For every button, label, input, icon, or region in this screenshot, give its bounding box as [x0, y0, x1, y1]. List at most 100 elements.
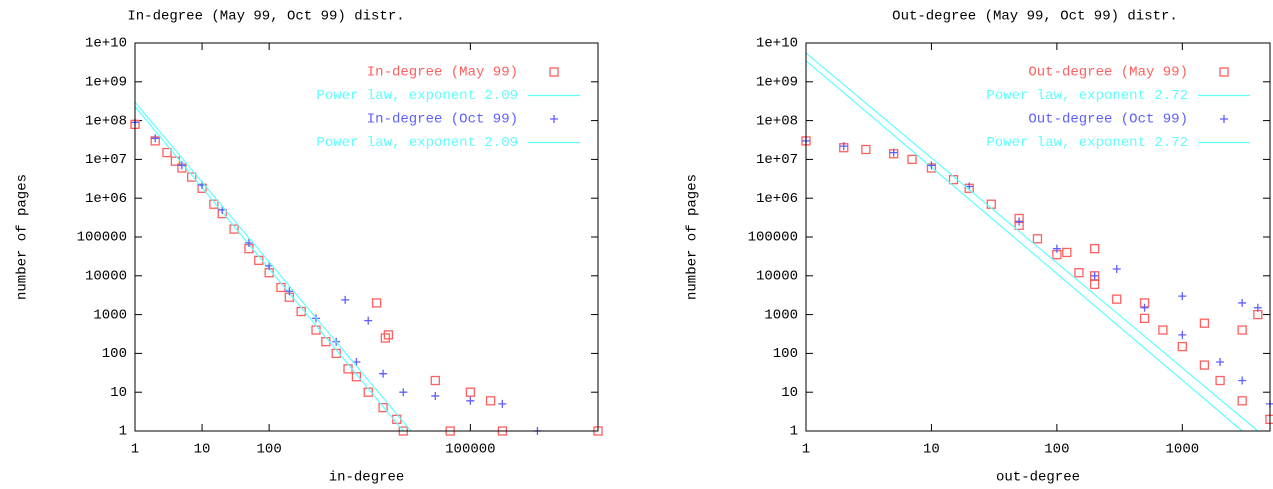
legend-label: Out-degree (Oct 99) — [1028, 112, 1188, 128]
point — [1090, 271, 1099, 280]
point — [1177, 341, 1187, 352]
x-tick-label: 1 — [802, 442, 810, 458]
power-law-line — [805, 52, 1259, 432]
point — [485, 396, 496, 406]
y-tick-label: 100 — [102, 346, 127, 362]
y-tick-label: 1e+10 — [85, 36, 127, 52]
x-axis-label: out-degree — [996, 470, 1080, 486]
point — [907, 154, 917, 165]
point — [1199, 360, 1210, 370]
legend-label: In-degree (Oct 99) — [367, 112, 518, 128]
y-tick-label: 10000 — [756, 269, 798, 285]
point — [351, 372, 362, 382]
point — [380, 333, 390, 343]
y-tick-label: 1e+09 — [85, 75, 127, 91]
x-tick-label: 10 — [194, 442, 211, 458]
point — [466, 396, 475, 405]
y-tick-label: 1e+06 — [85, 191, 127, 207]
point — [341, 295, 350, 304]
y-axis-label: number of pages — [15, 174, 31, 300]
point — [1253, 303, 1262, 312]
legend-marker — [550, 115, 558, 123]
point — [209, 199, 219, 209]
y-tick-label: 100000 — [748, 230, 798, 246]
y-tick-label: 1e+07 — [756, 152, 798, 168]
y-axis-label: number of pages — [685, 174, 701, 300]
point — [285, 287, 294, 296]
point — [229, 224, 239, 234]
y-tick-label: 1e+09 — [756, 75, 798, 91]
point — [431, 391, 440, 400]
point — [244, 239, 253, 248]
chart-title: In-degree (May 99, Oct 99) distr. — [127, 9, 404, 25]
point — [889, 148, 898, 157]
point — [1237, 325, 1247, 335]
point — [1089, 244, 1100, 254]
point — [927, 161, 936, 170]
point — [1178, 292, 1187, 301]
chart: In-degree (May 99, Oct 99) distr. in-degr… — [15, 9, 603, 486]
x-tick-label: 100 — [257, 442, 282, 458]
point — [465, 387, 476, 397]
point — [1238, 376, 1247, 385]
point — [1178, 330, 1187, 339]
y-tick-label: 1 — [790, 424, 798, 440]
power-law-line — [805, 60, 1243, 432]
x-tick-label: 100000 — [445, 442, 495, 458]
point — [1139, 313, 1150, 324]
point — [1052, 244, 1061, 253]
point — [364, 316, 373, 325]
y-tick-label: 10 — [110, 385, 127, 401]
y-tick-label: 1e+10 — [756, 36, 798, 52]
point — [343, 364, 353, 374]
point — [1032, 234, 1043, 244]
point — [1074, 268, 1084, 278]
point — [187, 172, 197, 182]
point — [1158, 325, 1168, 335]
legend-label: Power law, exponent 2.72 — [986, 135, 1188, 151]
point — [1215, 375, 1225, 386]
point — [177, 161, 186, 170]
chart-title: Out-degree (May 99, Oct 99) distr. — [892, 9, 1178, 25]
point — [839, 142, 848, 151]
legend-label: Power law, exponent 2.09 — [316, 135, 518, 151]
point — [151, 134, 160, 143]
point — [498, 399, 507, 408]
x-axis-label: in-degree — [329, 470, 405, 486]
x-tick-label: 1000 — [1166, 442, 1200, 458]
y-tick-label: 1e+08 — [756, 113, 798, 129]
point — [399, 388, 408, 397]
legend-marker — [1219, 67, 1229, 77]
point — [311, 325, 321, 335]
y-tick-label: 1e+06 — [756, 191, 798, 207]
y-tick-label: 1 — [119, 424, 127, 440]
x-tick-label: 10 — [923, 442, 940, 458]
point — [1140, 303, 1149, 312]
point — [1112, 294, 1122, 304]
y-tick-label: 1000 — [93, 307, 127, 323]
point — [1062, 247, 1072, 258]
point — [383, 330, 394, 340]
point — [276, 282, 286, 293]
point — [379, 369, 388, 378]
legend-label: Power law, exponent 2.72 — [986, 88, 1188, 104]
y-tick-label: 1000 — [764, 307, 798, 323]
y-tick-label: 10000 — [85, 269, 127, 285]
plot-frame — [805, 42, 1271, 432]
plot-frame — [134, 42, 599, 432]
legend-label: In-degree (May 99) — [367, 65, 518, 81]
y-tick-label: 100 — [773, 346, 798, 362]
x-tick-label: 100 — [1044, 442, 1069, 458]
y-tick-label: 10 — [781, 385, 798, 401]
point — [1015, 217, 1024, 226]
y-tick-label: 100000 — [77, 230, 127, 246]
legend-label: Out-degree (May 99) — [1028, 65, 1188, 81]
x-tick-label: 1 — [131, 442, 139, 458]
point — [371, 298, 382, 308]
point — [378, 402, 388, 413]
legend-marker — [549, 67, 559, 77]
point — [321, 337, 331, 347]
point — [430, 375, 440, 386]
point — [1216, 358, 1225, 367]
